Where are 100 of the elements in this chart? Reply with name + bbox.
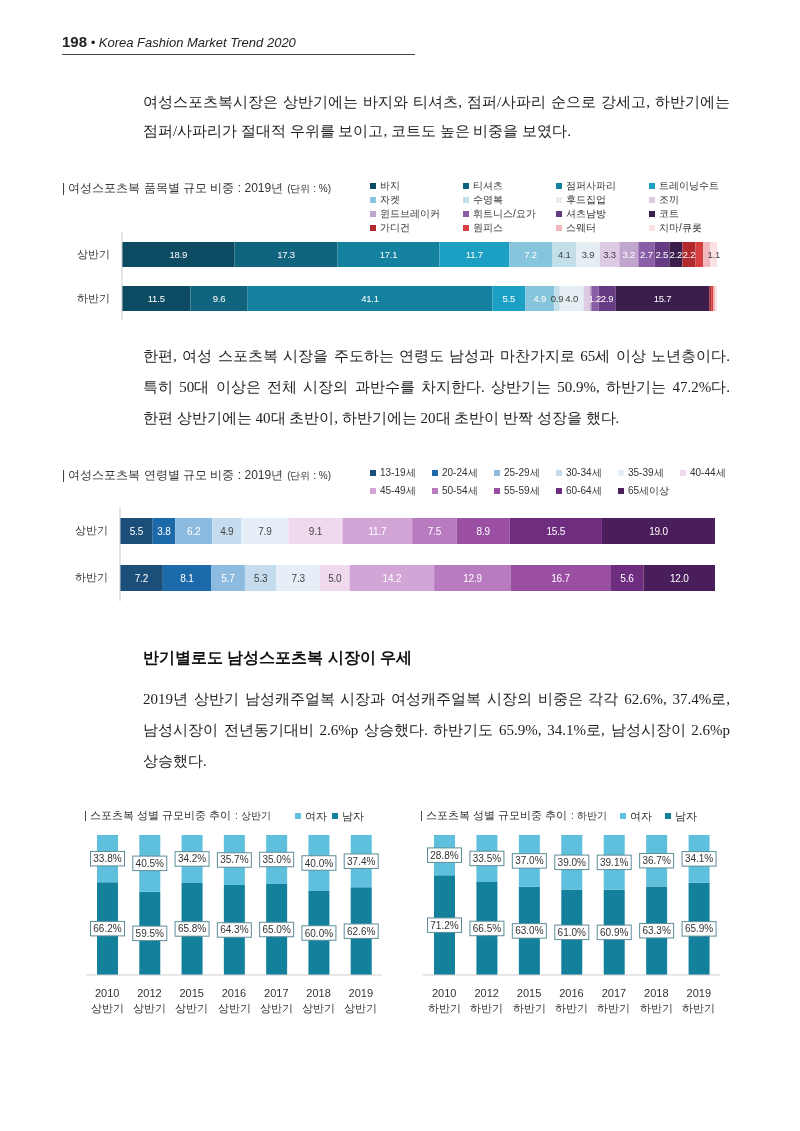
data-label: 11.7	[465, 249, 483, 260]
data-label: 33.5%	[472, 852, 502, 864]
bar	[241, 518, 289, 544]
data-label: 7.9	[258, 525, 273, 537]
chart-title: | 여성스포츠복 품목별 규모 비중 : 2019년	[62, 181, 284, 195]
data-label: 36.7%	[642, 855, 671, 867]
data-label: 17.3	[277, 249, 295, 260]
data-label: 5.0	[328, 572, 343, 584]
legend-label: 윈드브레이커	[380, 207, 440, 221]
legend-label: 원피스	[473, 221, 503, 235]
x-tick-label: 2010 하반기	[427, 987, 461, 1014]
data-label: 4.0	[565, 293, 578, 304]
bar	[601, 518, 715, 544]
legend-label: 셔츠남방	[566, 207, 606, 221]
data-label: 4.9	[220, 525, 235, 537]
data-label: 3.9	[581, 249, 595, 260]
bar	[439, 242, 510, 267]
data-label: 3.3	[603, 249, 616, 260]
x-tick-label: 2015 상반기	[175, 987, 209, 1014]
data-label: 5.5	[129, 525, 144, 537]
bar	[319, 565, 350, 591]
x-tick-label: 2012 하반기	[470, 987, 504, 1014]
data-label: 9.6	[212, 293, 226, 304]
legend-label: 티셔츠	[473, 179, 503, 193]
bar	[122, 242, 235, 267]
data-label: 11.7	[368, 525, 387, 537]
data-label: 5.5	[502, 293, 516, 304]
chart-title: | 스포츠복 성별 규모비중 추이	[420, 809, 568, 821]
data-label: 3.8	[157, 525, 172, 537]
data-label: 0.9	[550, 293, 564, 304]
legend-label: 점퍼사파리	[566, 179, 616, 193]
legend-label: 55-59세	[504, 484, 540, 498]
data-label: 66.5%	[472, 922, 502, 934]
data-label: 39.0%	[557, 856, 587, 868]
data-label: 60.9%	[600, 926, 629, 938]
legend-label: 35-39세	[628, 466, 664, 480]
legend-label: 여자	[630, 808, 652, 824]
data-label: 7.2	[134, 572, 149, 584]
x-tick-label: 2017 하반기	[597, 987, 631, 1014]
bar	[434, 565, 511, 591]
text: 반기별로도 남성스포츠복 시장이 우세	[143, 648, 412, 668]
legend-label: 13-19세	[380, 466, 416, 480]
legend-label: 치마/큐롯	[659, 221, 702, 235]
legend-label: 남자	[342, 808, 364, 824]
legend-label: 휘트니스/요가	[473, 207, 536, 221]
legend-label: 후드집업	[566, 193, 606, 207]
data-label: 19.0	[649, 525, 669, 537]
data-label: 34.1%	[684, 853, 714, 865]
bar	[288, 518, 343, 544]
data-label: 71.2%	[430, 919, 459, 931]
bar	[610, 565, 644, 591]
data-label: 2.2	[682, 249, 696, 260]
data-label: 14.2	[382, 572, 402, 584]
data-label: 2.9	[600, 293, 614, 304]
data-label: 61.0%	[557, 926, 587, 938]
data-label: 35.7%	[220, 854, 249, 866]
legend-label: 여자	[305, 808, 327, 824]
bar	[234, 242, 338, 267]
bar	[509, 518, 602, 544]
data-label: 37.4%	[347, 855, 376, 867]
data-label: 15.7	[653, 293, 672, 304]
legend-label: 60-64세	[566, 484, 602, 498]
x-tick-label: 2019 하반기	[682, 987, 716, 1014]
data-label: 33.8%	[93, 853, 122, 865]
bar	[244, 565, 277, 591]
data-label: 2.5	[655, 249, 669, 260]
bar	[510, 565, 611, 591]
bar	[175, 518, 213, 544]
data-label: 5.7	[221, 572, 236, 584]
data-label: 62.6%	[347, 925, 376, 937]
legend-label: 50-54세	[442, 484, 478, 498]
x-tick-label: 2010 상반기	[90, 987, 124, 1014]
data-label: 12.0	[669, 572, 690, 584]
x-tick-label: 2018 하반기	[639, 987, 673, 1014]
data-label: 8.1	[180, 572, 195, 584]
data-label: 40.5%	[135, 857, 165, 869]
bar	[276, 565, 320, 591]
legend-label: 자켓	[380, 193, 400, 207]
legend-label: 조끼	[659, 193, 679, 207]
chart-title: | 스포츠복 성별 규모비중 추이	[84, 809, 232, 821]
bar	[509, 242, 553, 267]
bar	[120, 565, 163, 591]
data-label: 66.2%	[93, 923, 122, 935]
legend-label: 40-44세	[690, 466, 726, 480]
data-label: 5.6	[620, 572, 635, 584]
bar	[583, 286, 590, 311]
bar	[456, 518, 510, 544]
data-label: 16.7	[551, 572, 571, 584]
data-label: 2.7	[640, 249, 653, 260]
chart-subtitle: (단위 : %)	[287, 183, 332, 194]
bar	[349, 565, 435, 591]
text: 여성스포츠복시장은 상반기에는 바지와 티셔츠, 점퍼/사파리 순으로 강세고, 하반기에는 점퍼/사파리가 절대적 우위를 보이고, 코트도 높은 비중을 보였다.	[143, 93, 730, 141]
data-label: 18.9	[169, 249, 188, 260]
bar	[212, 518, 242, 544]
x-tick-label: 2016 하반기	[555, 987, 588, 1014]
bar	[682, 242, 696, 267]
x-tick-label: 2015 하반기	[512, 987, 546, 1014]
data-label: 63.3%	[642, 925, 671, 937]
chart-subtitle: : 상반기	[235, 810, 271, 821]
y-tick-label: 하반기	[77, 291, 110, 304]
